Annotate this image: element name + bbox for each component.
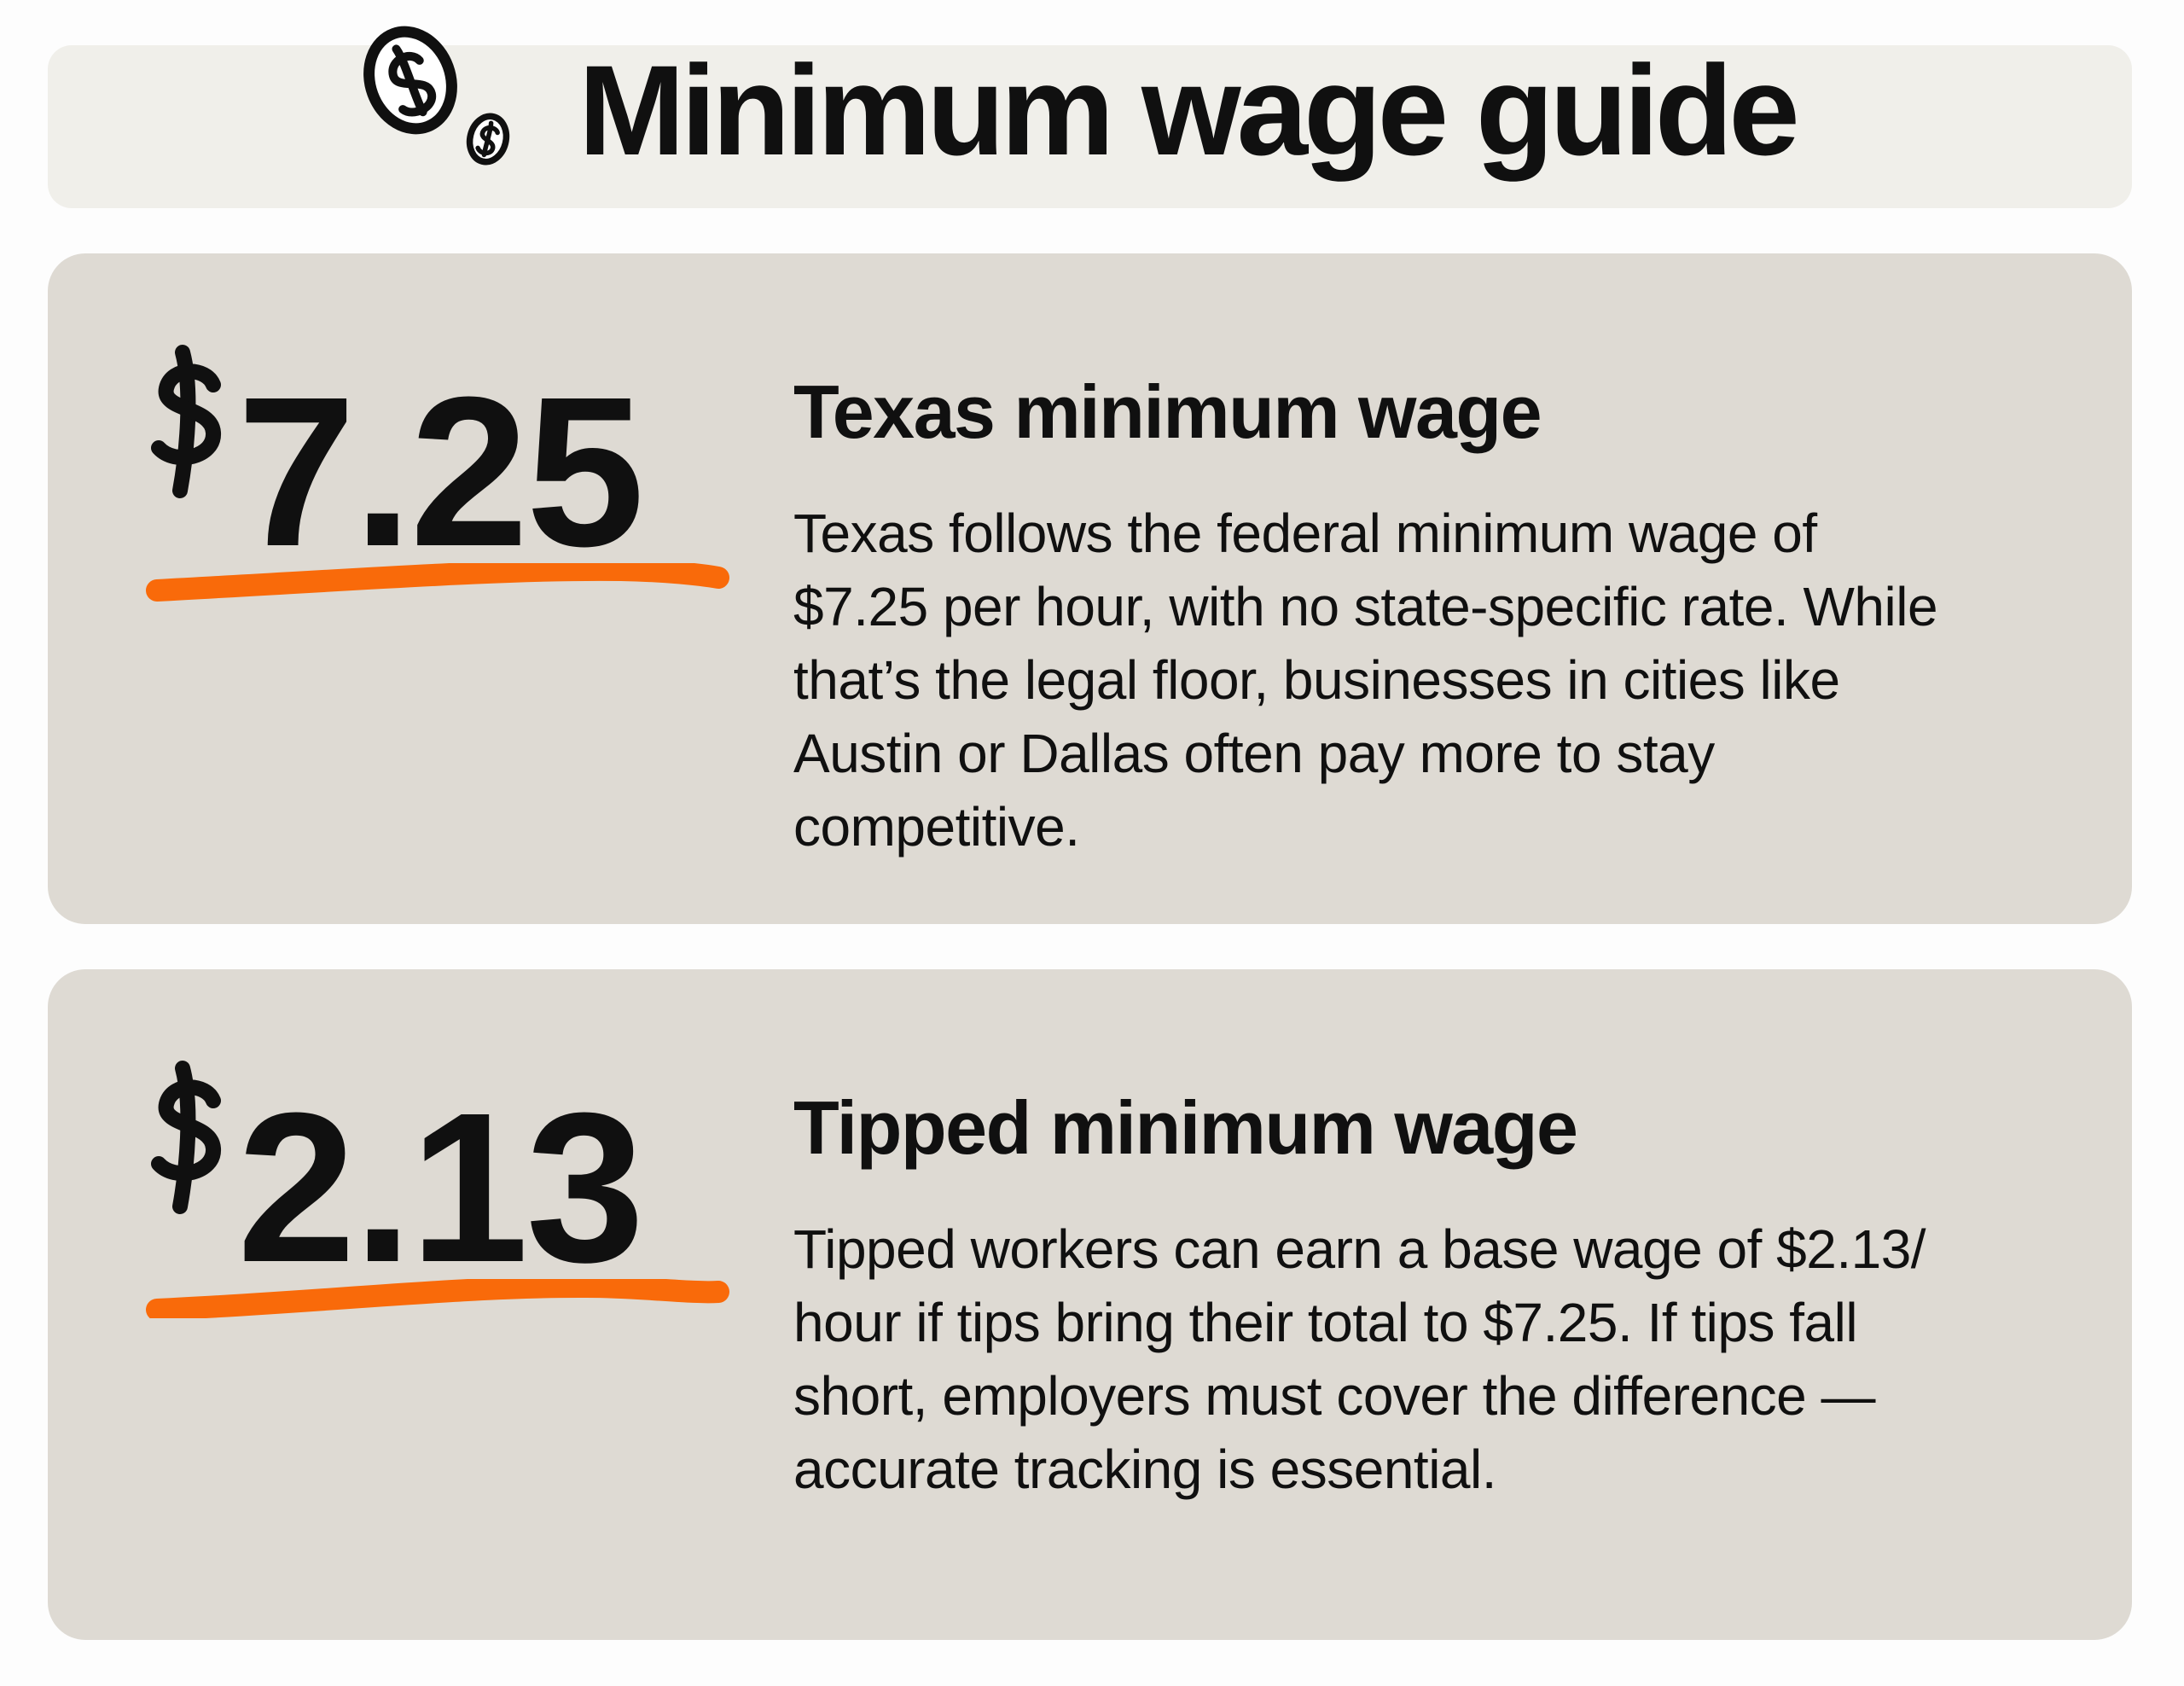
- amount-value: 7.25: [237, 352, 645, 590]
- amount-value: 2.13: [237, 1068, 645, 1306]
- card-body-text: Tipped workers can earn a base wage of $…: [793, 1218, 1926, 1500]
- dollar-symbol-text: $: [48, 969, 49, 970]
- dollar-symbol-text: $: [48, 253, 49, 254]
- dollar-sign-icon: [151, 1061, 221, 1214]
- dollar-sign-icon: [151, 345, 221, 498]
- card-texas-minimum-wage: $ 7.25 Texas minimum wage Texas follows …: [48, 253, 2132, 924]
- orange-underline-icon: [146, 563, 729, 602]
- dollar-coin-small-icon: [466, 113, 510, 166]
- orange-underline-icon: [146, 1279, 729, 1318]
- card-heading: Tipped minimum wage: [793, 1085, 1578, 1170]
- card-tipped-minimum-wage: $ 2.13 Tipped minimum wage Tipped worker…: [48, 969, 2132, 1640]
- dollar-coin-large-icon: [363, 26, 457, 135]
- card-body-text: Texas follows the federal minimum wage o…: [793, 503, 1938, 858]
- card-heading: Texas minimum wage: [793, 369, 1542, 454]
- header-bar: Minimum wage guide: [48, 26, 2132, 208]
- page-title: Minimum wage guide: [578, 38, 1800, 182]
